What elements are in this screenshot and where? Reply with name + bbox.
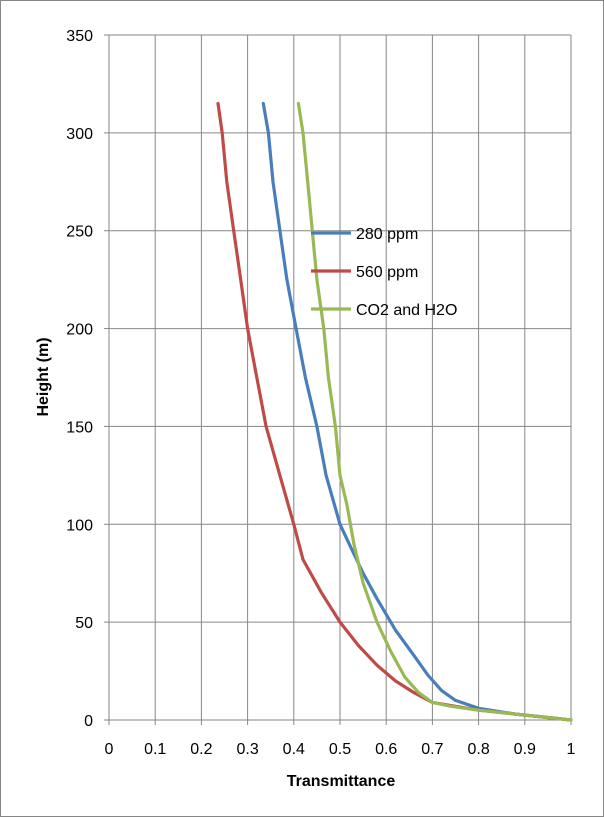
x-tick-label: 0.2 <box>190 741 212 758</box>
legend-label: 560 ppm <box>356 264 418 281</box>
x-tick-label: 0.7 <box>421 741 443 758</box>
legend-label: 280 ppm <box>356 226 418 243</box>
x-tick-label: 0.1 <box>144 741 166 758</box>
series-lines <box>216 101 573 722</box>
x-tick-label: 0.9 <box>514 741 536 758</box>
y-tick-label: 200 <box>66 322 93 339</box>
y-tick-label: 100 <box>66 517 93 534</box>
x-tick-label: 0.3 <box>236 741 258 758</box>
y-tick-label: 300 <box>66 126 93 143</box>
tick-labels: 0 0.1 0.2 0.3 0.4 0.5 0.6 0.7 0.8 0.9 1 0 50 100 150 20… <box>66 28 575 758</box>
legend-label: CO2 and H2O <box>356 302 457 319</box>
axes <box>104 34 572 725</box>
x-tick-label: 0.5 <box>329 741 351 758</box>
y-tick-label: 50 <box>75 615 93 632</box>
x-tick-label: 1 <box>567 741 576 758</box>
x-tick-label: 0 <box>105 741 114 758</box>
y-tick-label: 150 <box>66 419 93 436</box>
y-axis-title: Height (m) <box>35 337 52 416</box>
x-tick-label: 0.4 <box>283 741 305 758</box>
x-tick-label: 0.8 <box>467 741 489 758</box>
x-axis-title: Transmittance <box>287 773 396 790</box>
y-tick-label: 350 <box>66 28 93 45</box>
y-tick-label: 0 <box>84 713 93 730</box>
y-tick-label: 250 <box>66 224 93 241</box>
series-line-3 <box>296 101 573 722</box>
x-tick-label: 0.6 <box>375 741 397 758</box>
legend: 280 ppm 560 ppm CO2 and H2O <box>311 226 457 319</box>
gridlines <box>108 34 572 721</box>
